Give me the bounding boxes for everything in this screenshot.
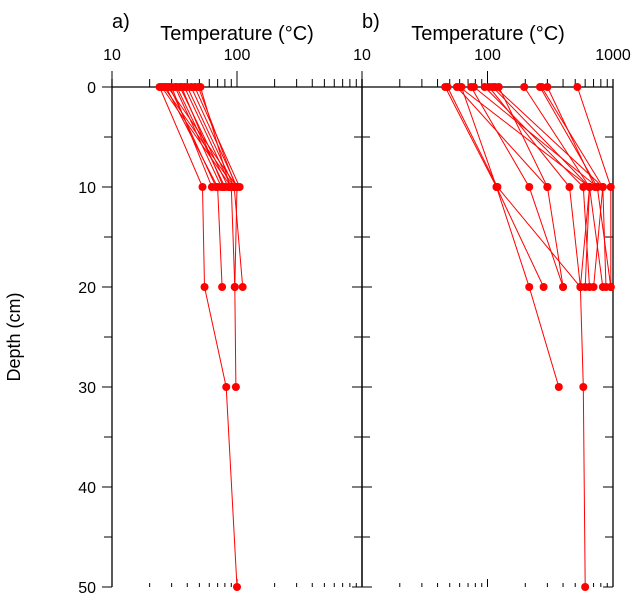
data-point — [581, 583, 590, 591]
profile-line — [546, 86, 596, 188]
profile-line — [197, 86, 237, 188]
data-point — [520, 83, 529, 91]
data-point — [573, 83, 582, 91]
data-point — [494, 83, 503, 91]
data-point — [606, 183, 615, 191]
y-tick-label: 40 — [78, 480, 96, 497]
data-point — [598, 183, 607, 191]
data-point — [492, 183, 501, 191]
data-point — [457, 83, 466, 91]
data-point — [591, 183, 600, 191]
x-tick-label: 1000 — [595, 47, 631, 64]
data-point — [443, 83, 452, 91]
data-point — [200, 283, 209, 291]
data-point — [606, 283, 615, 291]
data-point — [543, 183, 552, 191]
data-point — [219, 183, 228, 191]
y-tick-label: 30 — [78, 380, 96, 397]
profile-line — [169, 86, 217, 188]
y-axis-label: Depth (cm) — [4, 292, 24, 381]
profile-line — [174, 86, 222, 188]
profile-line — [171, 86, 213, 188]
profile-line — [473, 86, 598, 188]
data-point — [238, 283, 247, 291]
data-point — [589, 283, 598, 291]
data-point — [222, 383, 231, 391]
x-tick-label: 10 — [353, 47, 371, 64]
profile-line — [444, 86, 560, 388]
panel-label-a: a) — [112, 11, 130, 33]
data-point — [565, 183, 574, 191]
panel-label-b: b) — [362, 11, 380, 33]
data-point — [581, 283, 590, 291]
data-point — [231, 183, 240, 191]
y-tick-label: 20 — [78, 280, 96, 297]
data-point — [543, 83, 552, 91]
x-axis-label-b: Temperature (°C) — [411, 23, 565, 45]
y-tick-label: 10 — [78, 180, 96, 197]
x-tick-label: 100 — [474, 47, 501, 64]
data-point — [231, 383, 240, 391]
data-point — [554, 383, 563, 391]
data-point — [525, 183, 534, 191]
data-point — [233, 583, 241, 591]
y-tick-label: 50 — [78, 580, 96, 596]
profile-line — [161, 86, 237, 388]
x-tick-label: 10 — [103, 47, 121, 64]
data-point — [230, 283, 239, 291]
profile-line — [184, 86, 232, 188]
data-point — [537, 83, 546, 91]
profile-line — [456, 86, 548, 188]
data-point — [198, 183, 207, 191]
data-point — [579, 383, 588, 391]
profile-line — [447, 86, 586, 588]
data-point — [579, 183, 588, 191]
profile-line — [181, 86, 224, 188]
profile-line — [492, 86, 591, 288]
data-point — [585, 183, 594, 191]
data-point — [525, 283, 534, 291]
data-point — [207, 183, 216, 191]
x-axis-label-a: Temperature (°C) — [160, 23, 314, 45]
data-point — [469, 83, 478, 91]
x-tick-label: 100 — [224, 47, 251, 64]
data-point — [218, 283, 227, 291]
y-tick-label: 0 — [87, 80, 96, 97]
data-point — [226, 183, 235, 191]
data-point — [539, 283, 548, 291]
profile-line — [199, 86, 231, 188]
data-point — [559, 283, 568, 291]
data-point — [196, 83, 205, 91]
profile-line — [186, 86, 235, 188]
